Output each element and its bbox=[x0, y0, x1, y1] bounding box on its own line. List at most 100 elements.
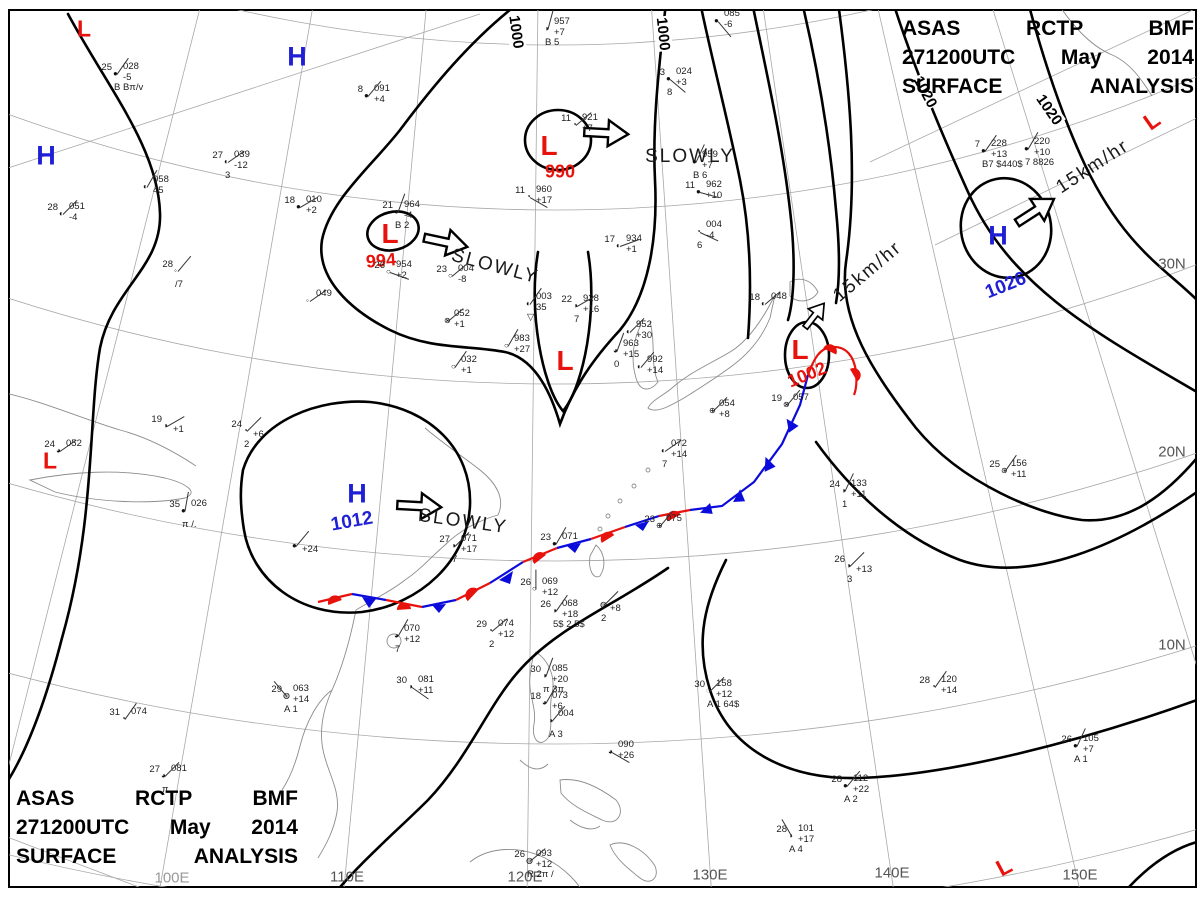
station-tendency: +22 bbox=[853, 784, 870, 795]
station-tendency: +8 bbox=[610, 603, 621, 614]
station-pressure: 051 bbox=[69, 201, 85, 212]
station-symbol-icon: ⊗ bbox=[444, 316, 451, 325]
station-symbol-icon: ⊗ bbox=[783, 400, 790, 409]
station-tendency: +12 bbox=[716, 689, 733, 700]
station-temperature: 26 bbox=[834, 554, 845, 565]
station-pressure: 074 bbox=[131, 706, 147, 717]
station-extra: 7 bbox=[662, 459, 668, 470]
station-symbol-icon: ◐ bbox=[616, 241, 621, 250]
station-tendency: +17 bbox=[461, 544, 478, 555]
low-center: L bbox=[556, 345, 574, 376]
station-symbol-icon: ○ bbox=[386, 267, 391, 276]
station-tendency: +1 bbox=[454, 319, 465, 330]
station-pressure: 028 bbox=[123, 61, 139, 72]
station-temperature: 23 bbox=[644, 514, 655, 525]
station-extra: π bbox=[162, 784, 169, 795]
station-extra: 7 bbox=[574, 314, 580, 325]
station-tendency: 45 bbox=[153, 185, 164, 196]
station-symbol-icon: ◍ bbox=[600, 600, 607, 609]
station-temperature: 26 bbox=[520, 577, 531, 588]
station-tendency: +7 bbox=[582, 123, 593, 134]
station-tendency: +17 bbox=[798, 834, 815, 845]
station-symbol-icon: ◔ bbox=[696, 227, 701, 236]
station-symbol-icon: ◑ bbox=[451, 541, 456, 550]
station-pressure: 960 bbox=[536, 184, 552, 195]
station-symbol-icon: ● bbox=[181, 506, 186, 515]
station-pressure: 959 bbox=[702, 149, 718, 160]
chart-title-line: ASAS RCTP BMF bbox=[902, 17, 1194, 40]
station-pressure: 048 bbox=[771, 291, 787, 302]
station-pressure: 003 bbox=[536, 291, 552, 302]
station-tendency: +24 bbox=[302, 544, 319, 555]
high-center: H bbox=[988, 220, 1008, 251]
station-symbol-icon: ◦ bbox=[306, 296, 309, 305]
station-symbol-icon: ◦ bbox=[174, 266, 177, 275]
station-tendency: +18 bbox=[562, 609, 579, 620]
station-temperature: 24 bbox=[231, 419, 242, 430]
station-temperature: 30 bbox=[694, 679, 705, 690]
station-tendency: +4 bbox=[374, 94, 385, 105]
station-temperature: 28 bbox=[919, 675, 930, 686]
station-temperature: 11 bbox=[561, 113, 571, 124]
station-pressure: 220 bbox=[1034, 136, 1050, 147]
station-tendency: +26 bbox=[618, 750, 635, 761]
station-extra: 0 bbox=[614, 359, 620, 370]
motion-label: SLOWLY bbox=[645, 146, 735, 167]
station-symbol-icon: ◕ bbox=[608, 747, 613, 756]
station-symbol-icon: ● bbox=[1024, 144, 1029, 153]
station-temperature: 17 bbox=[604, 234, 615, 245]
chart-title-block-top-right: ASAS RCTP BMF 271200UTC May 2014 SURFACE A… bbox=[902, 14, 1194, 101]
station-pressure: 069 bbox=[542, 576, 558, 587]
station-symbol-icon: ◕ bbox=[161, 771, 166, 780]
station-pressure: 057 bbox=[793, 392, 809, 403]
station-temperature: 18 bbox=[749, 292, 760, 303]
station-pressure: 081 bbox=[418, 674, 434, 685]
station-symbol-icon: ◕ bbox=[56, 446, 61, 455]
station-tendency: +11 bbox=[851, 489, 867, 500]
station-symbol-icon: ● bbox=[692, 157, 697, 166]
latitude-label: 20N bbox=[1158, 443, 1186, 461]
station-pressure: 962 bbox=[706, 179, 722, 190]
station-temperature: 18 bbox=[284, 195, 295, 206]
chart-title-line: ASAS RCTP BMF bbox=[16, 787, 298, 810]
station-symbol-icon: ◑ bbox=[544, 24, 549, 33]
station-pressure: 052 bbox=[66, 438, 82, 449]
station-symbol-icon: ● bbox=[981, 146, 986, 155]
station-pressure: 049 bbox=[316, 288, 332, 299]
station-tendency: -8 bbox=[458, 274, 467, 285]
station-symbol-icon: ◑ bbox=[542, 671, 547, 680]
station-tendency: +7 bbox=[702, 160, 713, 171]
low-center: L bbox=[42, 447, 58, 474]
station-tendency: +13 bbox=[991, 149, 1008, 160]
station-temperature: 28 bbox=[776, 824, 787, 835]
station-extra: 2 bbox=[601, 613, 607, 624]
station-extra: ▽ bbox=[527, 312, 535, 323]
station-symbol-icon: ◌ bbox=[706, 686, 711, 695]
station-tendency: +7 bbox=[1083, 744, 1094, 755]
station-tendency: +2 bbox=[306, 205, 317, 216]
station-tendency: +14 bbox=[293, 694, 310, 705]
station-extra: B 2 bbox=[395, 220, 410, 231]
station-tendency: +17 bbox=[536, 195, 553, 206]
station-pressure: 133 bbox=[851, 478, 867, 489]
station-pressure: 004 bbox=[558, 708, 574, 719]
wind-barb-icon bbox=[547, 10, 554, 30]
station-temperature: 7 bbox=[974, 139, 980, 150]
station-symbol-icon: ● bbox=[666, 74, 671, 83]
station-extra: A 1 bbox=[1074, 754, 1088, 765]
station-tendency: +16 bbox=[583, 304, 600, 315]
low-center: L bbox=[540, 130, 558, 161]
station-tendency: 35 bbox=[536, 302, 547, 313]
station-pressure: 004 bbox=[706, 219, 722, 230]
wind-barb-icon bbox=[535, 569, 537, 590]
station-temperature: 31 bbox=[109, 707, 120, 718]
station-temperature: 27 bbox=[149, 764, 160, 775]
station-temperature: 27 bbox=[439, 534, 450, 545]
chart-title-line: SURFACE ANALYSIS bbox=[16, 845, 298, 868]
station-pressure: 112 bbox=[853, 773, 869, 784]
station-tendency: +13 bbox=[856, 564, 873, 575]
station-pressure: 158 bbox=[716, 678, 732, 689]
